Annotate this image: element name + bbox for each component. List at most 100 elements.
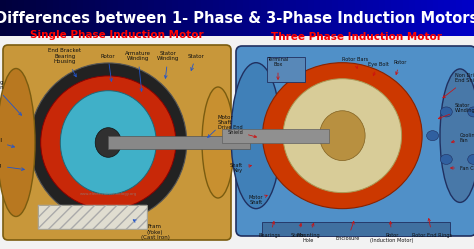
Bar [183,0,191,36]
Bar [373,0,380,36]
Bar [47,0,55,36]
Ellipse shape [41,76,176,209]
Bar [427,0,434,36]
Text: End Bracket
Bearing
Housing: End Bracket Bearing Housing [48,48,82,77]
Bar [38,205,147,229]
Bar [190,0,197,36]
Bar [6,0,13,36]
Text: Single Phase Induction Motor: Single Phase Induction Motor [30,30,204,40]
Bar [136,0,143,36]
Bar [314,0,321,36]
Bar [207,0,214,36]
Bar [450,0,457,36]
Ellipse shape [319,111,365,161]
Ellipse shape [202,87,234,198]
Bar [0,36,474,249]
Text: Shaft
Key: Shaft Key [230,163,251,173]
Text: Cooling
Fan: Cooling Fan [452,133,474,143]
Text: Armature
Winding: Armature Winding [125,51,151,91]
Bar [438,0,446,36]
Text: End Bell: End Bell [0,137,14,147]
Text: www.electricaltechnology.org: www.electricaltechnology.org [80,192,137,196]
Bar [456,0,463,36]
Bar [367,0,374,36]
Text: Cooling
Fan: Cooling Fan [0,80,21,115]
Bar [290,0,297,36]
Bar [38,205,147,229]
Bar [344,0,351,36]
Bar [243,0,250,36]
Text: Stator: Stator [290,224,306,238]
Text: Rotor: Rotor [393,60,407,74]
Bar [308,0,315,36]
Bar [278,0,285,36]
Bar [296,0,303,36]
Ellipse shape [95,128,121,157]
Bar [403,0,410,36]
Bar [83,0,90,36]
Bar [108,136,250,149]
Ellipse shape [440,154,452,164]
Bar [53,0,60,36]
Text: Motor
Shaft: Motor Shaft [249,195,267,205]
Bar [255,0,262,36]
Bar [266,0,273,36]
Bar [326,0,333,36]
Bar [172,0,179,36]
Bar [59,0,66,36]
Text: Rotor: Rotor [100,54,115,81]
Ellipse shape [440,69,474,202]
Text: Drive End
Shield: Drive End Shield [219,124,256,138]
Text: Enclosure: Enclosure [336,221,360,241]
Bar [154,0,161,36]
Text: Bearings: Bearings [259,222,281,238]
Ellipse shape [0,68,35,216]
Text: Three Phase Induction Motor: Three Phase Induction Motor [271,32,441,42]
Bar [267,57,305,82]
Bar [29,0,36,36]
Bar [356,0,363,36]
Bar [444,0,451,36]
Bar [65,0,72,36]
Bar [195,0,202,36]
Ellipse shape [283,79,401,193]
Bar [0,0,7,36]
Text: Mounting
Hole: Mounting Hole [296,223,320,244]
Bar [379,0,386,36]
Bar [77,0,84,36]
Bar [100,0,108,36]
Bar [95,0,102,36]
Ellipse shape [440,107,452,117]
Bar [361,0,368,36]
Bar [349,0,356,36]
Text: Rotor
(Induction Motor): Rotor (Induction Motor) [370,222,414,244]
Bar [142,0,149,36]
Text: Fram
(Yoke)
(Cast Iron): Fram (Yoke) (Cast Iron) [133,220,169,240]
Text: Stator: Stator [188,54,204,70]
Bar [432,0,439,36]
Bar [89,0,96,36]
Bar [130,0,137,36]
Bar [391,0,398,36]
Bar [337,0,345,36]
Bar [225,0,232,36]
Ellipse shape [468,107,474,117]
Bar [468,0,474,36]
Bar [201,0,209,36]
Text: Motor
Shaft: Motor Shaft [208,115,234,137]
Text: Stator
Winding: Stator Winding [438,103,474,119]
Ellipse shape [60,91,156,194]
Bar [112,0,119,36]
Bar [237,0,244,36]
Ellipse shape [468,154,474,164]
Bar [41,0,48,36]
Bar [219,0,226,36]
Ellipse shape [263,63,422,209]
Bar [385,0,392,36]
Bar [262,222,450,236]
Ellipse shape [30,63,187,222]
Bar [420,0,428,36]
Bar [409,0,416,36]
Bar [397,0,404,36]
Text: Fan Cover: Fan Cover [451,166,474,171]
